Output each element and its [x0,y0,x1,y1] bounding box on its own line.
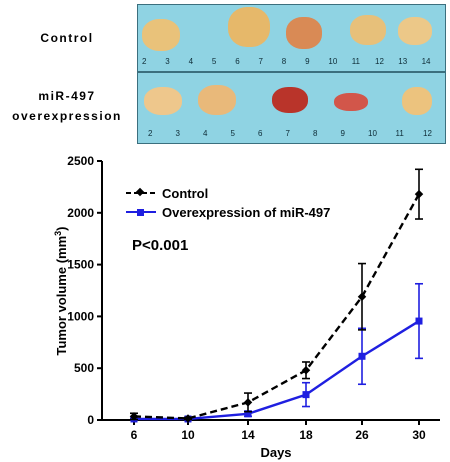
ruler-number: 8 [313,129,318,138]
ruler-number: 2 [148,129,153,138]
tumor-blob [286,17,322,49]
x-tick-label: 18 [299,428,313,442]
y-axis-label: Tumor volume (mm3) [53,226,69,355]
legend: Control Overexpression of miR-497 [126,186,330,220]
legend-control-marker [135,187,145,197]
tumor-blob [144,87,182,115]
ruler: 2 3 4 5 6 7 8 9 10 11 12 13 14 [138,55,445,69]
ruler-number: 11 [351,57,360,66]
y-tick-label: 1500 [67,258,94,272]
x-tick-label: 14 [241,428,255,442]
ruler-number: 9 [305,57,310,66]
ruler-number: 6 [235,57,240,66]
legend-overexpression-label: Overexpression of miR-497 [162,205,330,220]
data-point [358,352,366,360]
ruler-number: 4 [203,129,208,138]
ruler-number: 7 [258,57,263,66]
control-photo-label: Control [40,31,94,45]
ruler-number: 5 [211,57,217,66]
tumor-blob [228,7,270,47]
data-point [244,410,252,418]
ruler-number: 7 [285,129,290,138]
y-tick-label: 2000 [67,206,94,220]
series-overexpression [130,282,423,423]
ruler-number: 4 [188,57,194,66]
tumor-blob [198,85,236,115]
x-axis-label: Days [260,445,291,460]
ruler: 2 3 4 5 6 7 8 9 10 11 12 [138,127,445,141]
ruler-number: 12 [375,57,384,66]
x-tick-label: 6 [131,428,138,442]
legend-overexpression-marker [137,209,144,216]
data-point [415,317,423,325]
data-point [183,414,193,423]
y-tick-label: 2500 [67,154,94,168]
overexpression-photo-label-line2: overexpression [12,109,122,123]
y-tick-label: 500 [74,361,94,375]
ruler-number: 11 [395,129,404,138]
tumor-blob [334,93,368,111]
tumor-blob [398,17,432,45]
y-tick-label: 1000 [67,309,94,323]
data-point [414,189,424,199]
tumor-blob [350,15,386,45]
x-tick-label: 30 [412,428,426,442]
ruler-number: 14 [421,57,431,66]
series-control [129,168,424,423]
overexpression-tumor-photo: 2 3 4 5 6 7 8 9 10 11 12 [137,72,446,144]
p-value-annotation: P<0.001 [132,237,188,254]
tumor-blob [142,19,180,51]
data-point [357,292,367,301]
x-tick-label: 26 [355,428,369,442]
ruler-number: 10 [368,129,377,138]
ruler-number: 12 [423,129,432,138]
data-point [129,412,139,421]
tumor-blob [402,87,432,115]
series-line [133,193,421,420]
legend-control-label: Control [162,186,208,201]
overexpression-photo-label-line1: miR-497 [38,89,96,103]
ruler-number: 3 [175,129,180,138]
ruler-number: 2 [142,57,147,66]
ruler-number: 10 [328,57,338,66]
series-line [134,320,420,421]
ruler-number: 3 [165,57,170,66]
data-point [302,391,310,399]
data-point [301,366,311,375]
ruler-number: 13 [398,57,408,66]
control-tumor-photo: 2 3 4 5 6 7 8 9 10 11 12 13 14 [137,4,446,72]
ruler-number: 9 [340,129,345,138]
data-point [243,398,253,407]
ruler-number: 6 [258,129,263,138]
ruler-number: 5 [230,129,235,138]
ruler-number: 8 [281,57,287,66]
x-tick-label: 10 [181,428,195,442]
y-tick-label: 0 [87,413,94,427]
tumor-blob [272,87,308,113]
